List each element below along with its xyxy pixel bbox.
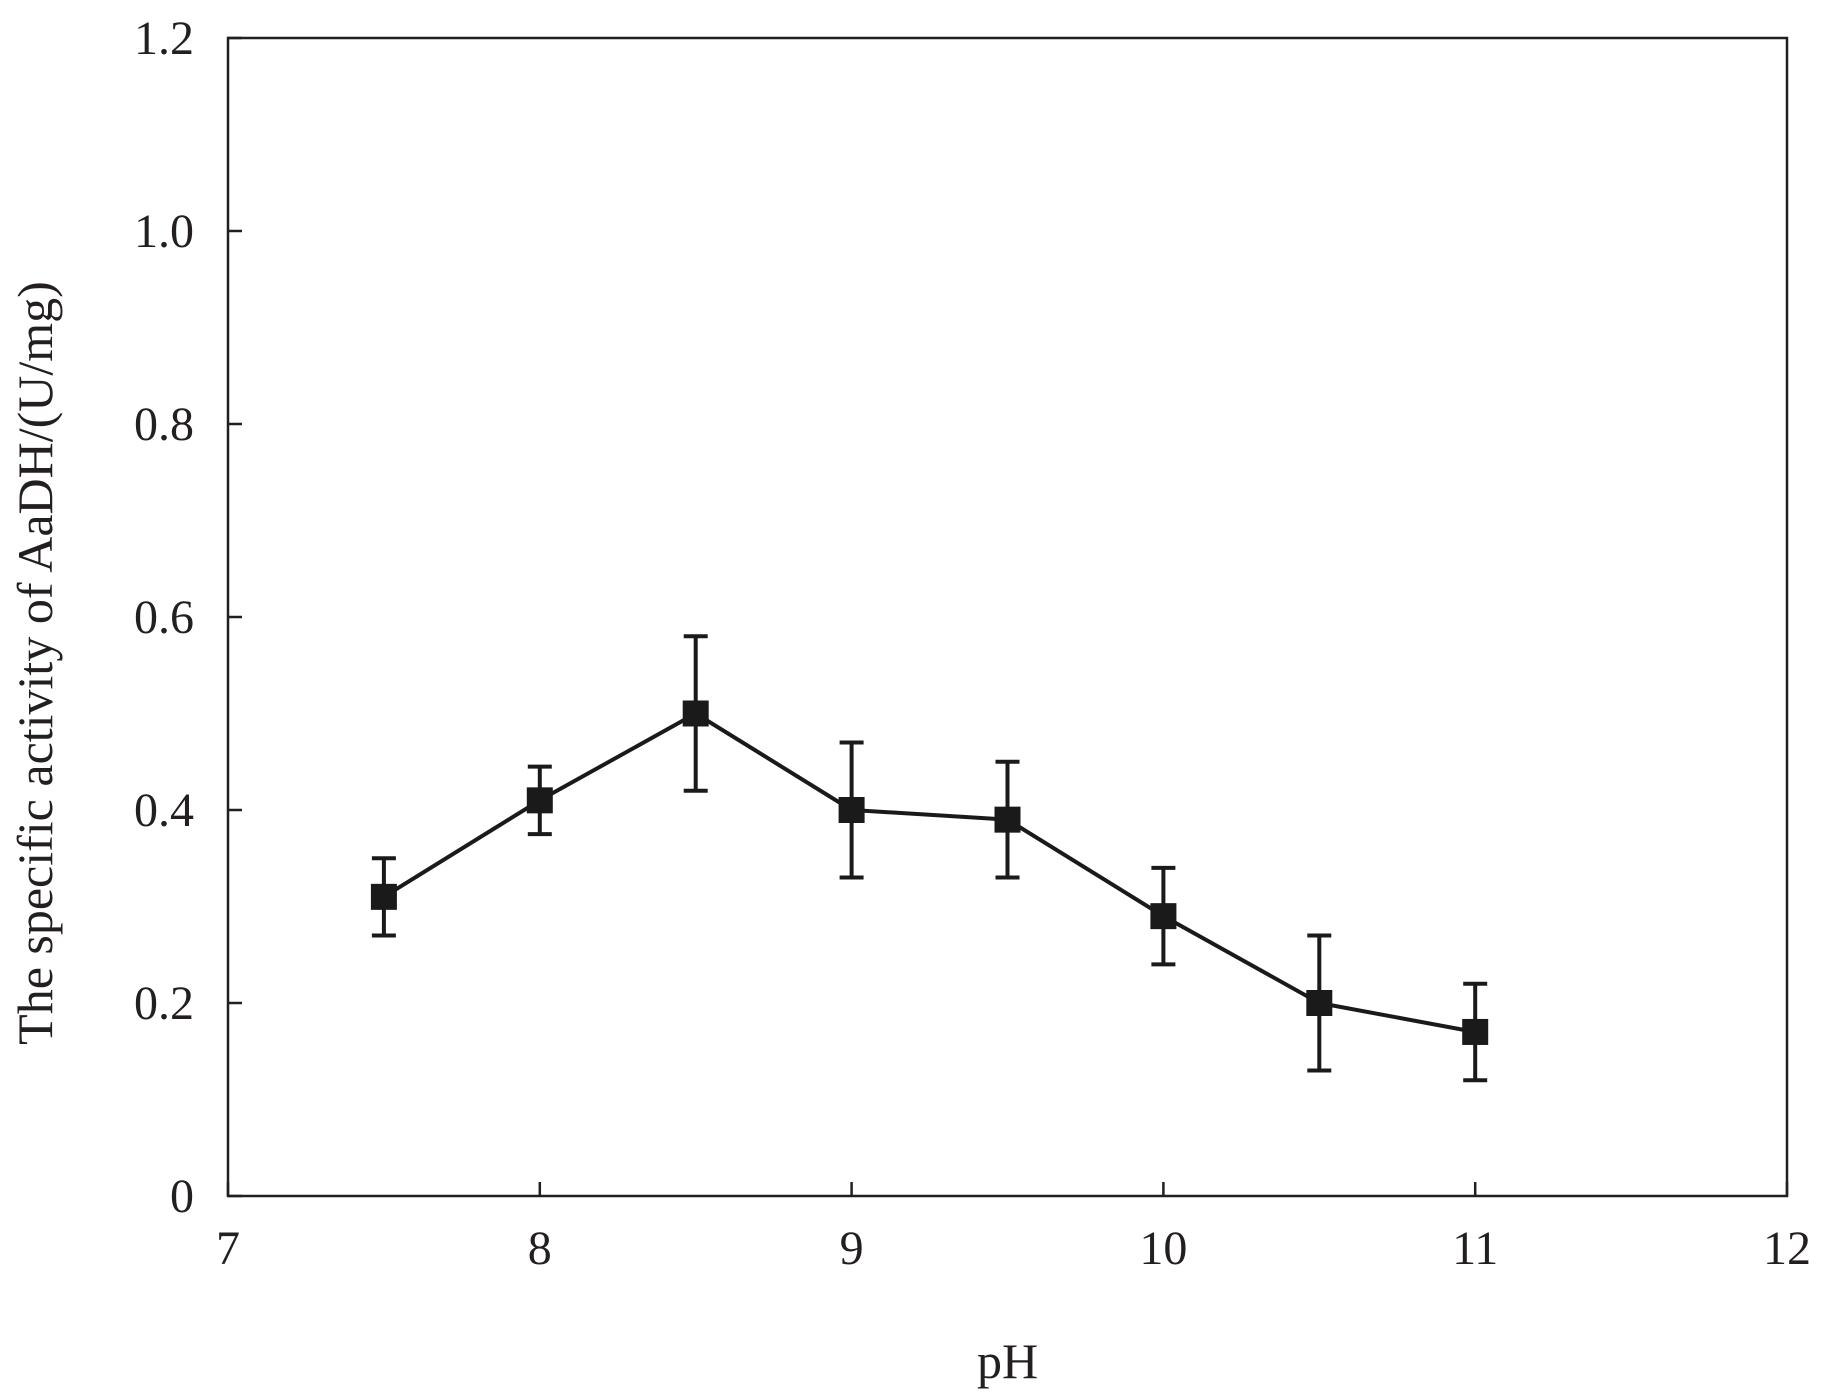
data-point-marker (838, 797, 865, 823)
y-tick-label: 0.8 (134, 398, 194, 451)
y-tick-label: 0.4 (134, 784, 194, 837)
data-point-marker (1150, 903, 1177, 930)
x-tick-label: 12 (1763, 1222, 1811, 1275)
data-point-marker (1306, 990, 1333, 1016)
y-axis-title: The specific activity of AaDH/(U/mg) (7, 281, 63, 1045)
x-axis-ticks: 7 8 9 10 11 12 (216, 1182, 1811, 1275)
x-tick-label: 10 (1139, 1222, 1187, 1275)
x-tick-label: 8 (528, 1222, 552, 1275)
axes (226, 36, 1789, 1198)
data-point-marker (526, 787, 553, 814)
data-point-marker (994, 806, 1021, 833)
x-tick-label: 9 (840, 1222, 864, 1275)
data-point-marker (1462, 1018, 1489, 1045)
plot-frame (226, 36, 1789, 1198)
y-axis-ticks: 0 0.2 0.4 0.6 0.8 1.0 1.2 (134, 12, 242, 1223)
y-tick-label: 1.0 (134, 205, 194, 258)
x-axis-title: pH (977, 1333, 1038, 1389)
series-line (382, 711, 1476, 1034)
data-point-marker (370, 883, 397, 910)
y-tick-label: 1.2 (134, 12, 194, 65)
y-tick-label: 0.2 (134, 977, 194, 1030)
x-tick-label: 11 (1452, 1222, 1498, 1275)
x-tick-label: 7 (216, 1222, 240, 1275)
data-series (370, 634, 1489, 1083)
y-tick-label: 0.6 (134, 591, 194, 644)
data-point-marker (682, 700, 709, 727)
y-tick-label: 0 (170, 1170, 194, 1223)
